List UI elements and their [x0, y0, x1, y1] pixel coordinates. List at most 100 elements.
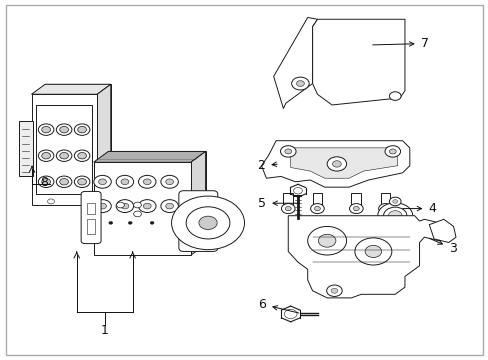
FancyBboxPatch shape — [179, 191, 217, 251]
Bar — [380, 193, 389, 210]
Circle shape — [161, 200, 178, 212]
Text: 2: 2 — [257, 159, 277, 172]
Circle shape — [281, 203, 294, 213]
Polygon shape — [31, 84, 111, 94]
Circle shape — [314, 206, 320, 211]
Circle shape — [38, 176, 54, 188]
Bar — [36, 105, 92, 194]
Circle shape — [293, 188, 302, 194]
Circle shape — [326, 157, 346, 171]
Circle shape — [133, 202, 141, 208]
Circle shape — [143, 203, 151, 209]
Circle shape — [388, 197, 400, 206]
Polygon shape — [428, 219, 455, 243]
Circle shape — [318, 234, 335, 247]
Circle shape — [41, 126, 50, 133]
Polygon shape — [261, 141, 409, 187]
Circle shape — [60, 126, 68, 133]
Bar — [45, 84, 111, 195]
Circle shape — [128, 221, 132, 224]
Circle shape — [138, 200, 156, 212]
Circle shape — [378, 203, 391, 213]
Circle shape — [387, 211, 401, 221]
Circle shape — [392, 200, 397, 203]
Circle shape — [291, 77, 308, 90]
Circle shape — [285, 149, 291, 154]
Circle shape — [94, 175, 111, 188]
Polygon shape — [287, 216, 443, 298]
Bar — [87, 219, 95, 234]
Circle shape — [41, 153, 50, 159]
Bar — [94, 162, 191, 255]
Polygon shape — [290, 148, 397, 178]
Text: 7: 7 — [372, 37, 427, 50]
Circle shape — [383, 207, 406, 224]
Circle shape — [377, 203, 412, 229]
Bar — [87, 203, 95, 214]
Circle shape — [388, 92, 400, 100]
Circle shape — [165, 203, 173, 209]
Circle shape — [388, 149, 395, 154]
Circle shape — [133, 211, 141, 217]
Circle shape — [365, 246, 381, 257]
Circle shape — [116, 202, 124, 208]
Circle shape — [186, 207, 229, 239]
Circle shape — [78, 153, 86, 159]
Circle shape — [60, 153, 68, 159]
Circle shape — [353, 206, 359, 211]
Circle shape — [382, 206, 387, 211]
Circle shape — [384, 146, 400, 157]
Circle shape — [99, 179, 106, 185]
Circle shape — [296, 81, 304, 86]
Circle shape — [38, 124, 54, 135]
Circle shape — [165, 179, 173, 185]
Circle shape — [330, 288, 337, 293]
Circle shape — [354, 238, 391, 265]
Circle shape — [99, 203, 106, 209]
FancyBboxPatch shape — [81, 192, 101, 244]
Text: 4: 4 — [402, 202, 435, 215]
Circle shape — [116, 200, 133, 212]
Circle shape — [284, 309, 296, 319]
Circle shape — [285, 206, 290, 211]
Circle shape — [74, 124, 90, 135]
Circle shape — [199, 216, 217, 230]
Circle shape — [56, 150, 72, 161]
Circle shape — [74, 176, 90, 188]
Circle shape — [60, 179, 68, 185]
Bar — [108, 152, 205, 244]
Bar — [283, 193, 292, 210]
Circle shape — [171, 196, 244, 249]
Text: 1: 1 — [101, 324, 109, 337]
Circle shape — [307, 226, 346, 255]
Circle shape — [143, 179, 151, 185]
Text: 6: 6 — [258, 298, 298, 313]
Circle shape — [109, 221, 113, 224]
Bar — [31, 94, 97, 205]
Circle shape — [78, 179, 86, 185]
Text: 8: 8 — [41, 176, 48, 189]
Circle shape — [56, 124, 72, 135]
Circle shape — [121, 203, 128, 209]
Circle shape — [150, 221, 154, 224]
Circle shape — [47, 199, 54, 204]
Polygon shape — [312, 19, 404, 105]
Bar — [351, 193, 361, 210]
Bar — [20, 121, 33, 176]
Circle shape — [326, 285, 342, 296]
Polygon shape — [94, 152, 205, 162]
Circle shape — [332, 161, 341, 167]
Circle shape — [41, 179, 50, 185]
Circle shape — [121, 179, 128, 185]
Circle shape — [74, 150, 90, 161]
Bar — [312, 193, 322, 210]
Circle shape — [310, 203, 324, 213]
Polygon shape — [97, 84, 111, 205]
Polygon shape — [273, 18, 317, 109]
Circle shape — [116, 175, 133, 188]
Text: 5: 5 — [258, 197, 299, 210]
Circle shape — [78, 126, 86, 133]
Circle shape — [56, 176, 72, 188]
Circle shape — [349, 203, 363, 213]
Circle shape — [38, 150, 54, 161]
